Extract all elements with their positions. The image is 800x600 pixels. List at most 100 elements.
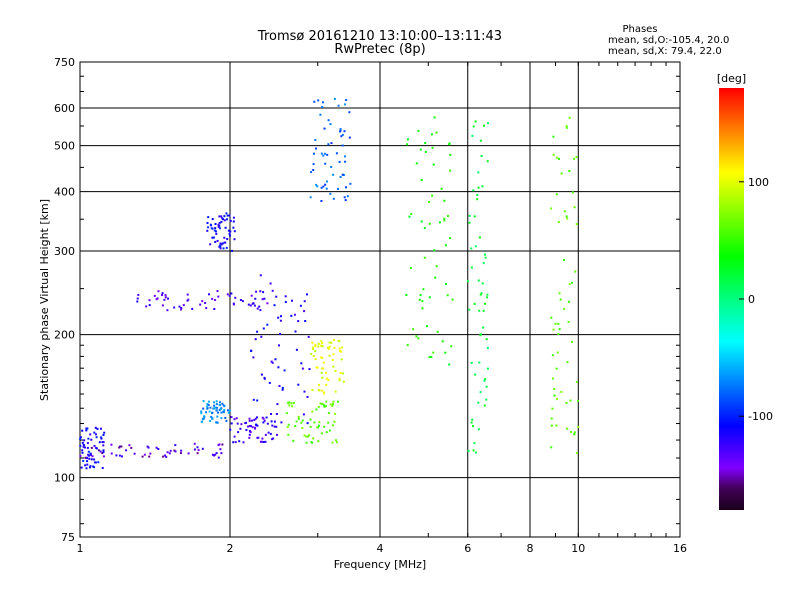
- y-tick-label: 600: [54, 102, 75, 115]
- data-point: [229, 428, 232, 431]
- data-point: [566, 361, 569, 364]
- data-point: [270, 420, 273, 423]
- data-point: [153, 294, 156, 297]
- data-point: [210, 415, 213, 418]
- data-point: [312, 348, 314, 351]
- data-point: [312, 163, 315, 166]
- data-point: [319, 402, 322, 405]
- data-point: [90, 438, 93, 441]
- data-point: [256, 307, 259, 310]
- data-point: [328, 354, 331, 357]
- data-point: [206, 405, 209, 408]
- data-point: [325, 377, 328, 380]
- data-point: [204, 302, 207, 304]
- data-point: [290, 402, 293, 405]
- data-point: [87, 453, 90, 456]
- data-point: [84, 456, 87, 459]
- data-point: [552, 135, 555, 138]
- data-point: [435, 265, 438, 268]
- data-point: [287, 401, 290, 404]
- data-point: [477, 171, 480, 174]
- data-point: [424, 150, 427, 153]
- data-point: [253, 419, 256, 421]
- data-point: [271, 361, 274, 364]
- data-point: [221, 402, 224, 405]
- data-point: [271, 289, 274, 292]
- data-point: [95, 433, 97, 436]
- data-point: [479, 293, 482, 296]
- data-point: [313, 100, 316, 103]
- data-point: [451, 298, 454, 301]
- data-point: [313, 152, 315, 155]
- data-point: [315, 408, 318, 411]
- data-point: [217, 223, 220, 226]
- data-point: [164, 294, 167, 297]
- data-point: [417, 337, 420, 340]
- data-point: [441, 340, 444, 343]
- data-point: [573, 431, 576, 434]
- phase-legend: Phases mean, sd,O:-105.4, 20.0 mean, sd,…: [608, 24, 729, 57]
- data-point: [287, 433, 290, 436]
- data-point: [318, 421, 321, 424]
- data-point: [482, 326, 485, 329]
- data-point: [259, 274, 262, 277]
- data-point: [443, 217, 446, 220]
- data-point: [321, 356, 324, 359]
- data-point: [577, 399, 579, 402]
- data-point: [88, 466, 91, 469]
- data-series: [285, 400, 339, 444]
- data-point: [309, 196, 312, 199]
- data-point: [228, 409, 231, 412]
- data-point: [485, 385, 488, 388]
- data-point: [432, 351, 435, 354]
- data-point: [448, 143, 451, 146]
- data-point: [220, 452, 223, 455]
- data-point: [281, 386, 284, 389]
- data-point: [99, 450, 102, 453]
- data-point: [326, 153, 329, 156]
- data-point: [261, 298, 264, 301]
- data-point: [239, 427, 242, 430]
- data-point: [221, 217, 224, 220]
- data-point: [476, 198, 479, 201]
- data-point: [196, 452, 199, 455]
- data-point: [566, 217, 569, 220]
- data-point: [326, 180, 328, 183]
- data-point: [555, 156, 558, 159]
- data-point: [207, 226, 210, 229]
- data-point: [556, 398, 558, 400]
- data-point: [179, 452, 182, 455]
- data-point: [94, 461, 97, 464]
- data-point: [84, 464, 87, 467]
- data-point: [264, 440, 267, 443]
- data-point: [333, 346, 336, 349]
- data-point: [79, 436, 82, 439]
- data-series: [229, 416, 278, 444]
- data-point: [226, 214, 229, 217]
- data-point: [558, 157, 560, 160]
- data-point: [213, 308, 216, 310]
- data-point: [218, 215, 221, 218]
- data-point: [557, 322, 560, 325]
- x-tick-label: 4: [377, 542, 384, 555]
- data-point: [86, 427, 89, 430]
- data-point: [297, 415, 300, 418]
- data-point: [218, 404, 221, 406]
- data-point: [486, 367, 489, 370]
- data-point: [314, 350, 317, 353]
- data-point: [226, 238, 229, 241]
- data-point: [216, 290, 219, 293]
- data-point: [428, 356, 431, 359]
- data-point: [327, 421, 330, 424]
- data-point: [247, 303, 250, 306]
- data-point: [323, 425, 326, 428]
- data-point: [147, 446, 150, 449]
- data-point: [449, 153, 452, 156]
- data-point: [471, 418, 474, 421]
- data-point: [266, 422, 269, 425]
- data-point: [335, 439, 337, 442]
- data-point: [102, 455, 105, 458]
- data-point: [228, 214, 231, 217]
- data-point: [257, 436, 260, 439]
- data-point: [87, 437, 90, 440]
